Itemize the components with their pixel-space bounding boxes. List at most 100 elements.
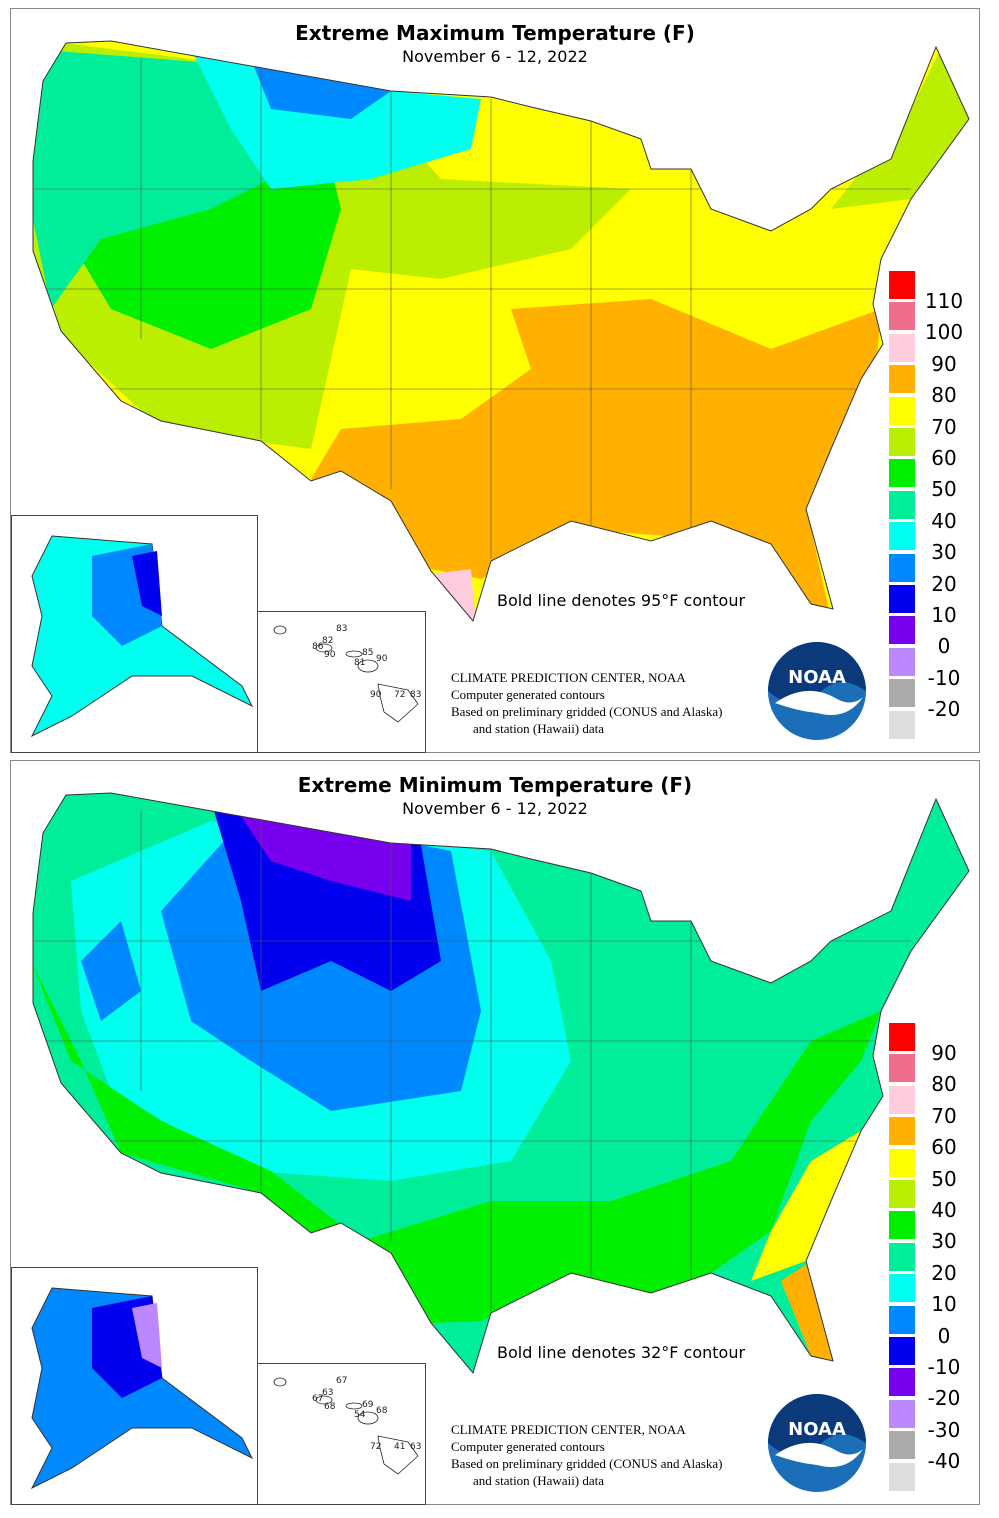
hawaii-station-value: 90 xyxy=(376,654,388,664)
alaska-inset xyxy=(11,1267,258,1505)
hawaii-station-value: 68 xyxy=(324,1402,336,1412)
legend-label: -10 xyxy=(927,665,961,690)
legend-swatch xyxy=(889,679,915,708)
temperature-contour-region xyxy=(751,1131,861,1281)
credits: CLIMATE PREDICTION CENTER, NOAA Computer … xyxy=(451,1422,723,1488)
legend-swatch xyxy=(889,1148,915,1177)
legend-swatch xyxy=(889,1211,915,1240)
legend-swatch xyxy=(889,1242,915,1271)
legend-label: -40 xyxy=(927,1449,961,1474)
legend-swatch xyxy=(889,1274,915,1303)
legend-swatch xyxy=(889,459,915,488)
temperature-contour-region xyxy=(251,59,391,119)
legend-label: 40 xyxy=(931,508,957,533)
map-date-range: November 6 - 12, 2022 xyxy=(402,799,588,818)
map-title: Extreme Minimum Temperature (F) xyxy=(297,773,693,797)
legend-swatch xyxy=(889,522,915,551)
hawaii-station-value: 83 xyxy=(336,624,348,634)
legend-label: 60 xyxy=(931,446,957,470)
map-date-range: November 6 - 12, 2022 xyxy=(402,47,588,66)
legend-label: 110 xyxy=(924,289,964,313)
legend-swatch xyxy=(889,710,915,739)
contour-note: Bold line denotes 32°F contour xyxy=(497,1343,746,1362)
legend-label: -20 xyxy=(927,1386,961,1411)
hawaii-station-value: 72 xyxy=(394,690,406,700)
legend-label: 90 xyxy=(931,1041,957,1065)
temperature-contour-region xyxy=(831,49,969,209)
legend-label: 0 xyxy=(937,1323,951,1348)
legend-label: 70 xyxy=(931,414,957,439)
hawaii-station-value: 63 xyxy=(410,1442,422,1452)
hawaii-station-value: 68 xyxy=(376,1406,388,1416)
legend-swatch xyxy=(889,647,915,676)
hawaii-station-value: 85 xyxy=(362,648,374,658)
temperature-contour-region xyxy=(33,961,881,1323)
hawaii-station-value: 54 xyxy=(354,1410,366,1420)
hawaii-station-value: 63 xyxy=(322,1388,334,1398)
map-title: Extreme Maximum Temperature (F) xyxy=(295,21,695,45)
legend-swatch xyxy=(889,333,915,362)
hawaii-station-value: 41 xyxy=(394,1442,406,1452)
temperature-contour-region xyxy=(781,1261,833,1361)
legend-label: 20 xyxy=(931,1260,957,1285)
min-temp-map-panel: Extreme Minimum Temperature (F) November… xyxy=(10,760,980,1505)
svg-text:NOAA: NOAA xyxy=(788,1419,846,1440)
legend-swatch xyxy=(889,1368,915,1397)
legend-swatch xyxy=(889,1462,915,1491)
legend-swatch xyxy=(889,396,915,425)
legend-swatch xyxy=(889,553,915,582)
hawaii-station-value: 81 xyxy=(354,658,366,668)
legend-label: 70 xyxy=(931,1103,957,1128)
legend-swatch xyxy=(889,1305,915,1334)
svg-text:NOAA: NOAA xyxy=(788,667,846,688)
legend-swatch xyxy=(889,428,915,456)
temperature-contour-region xyxy=(231,801,411,901)
legend-label: 10 xyxy=(931,603,957,627)
noaa-logo: NOAA xyxy=(768,1394,866,1492)
hawaii-station-value: 90 xyxy=(324,650,336,660)
legend-swatch xyxy=(889,302,915,331)
alaska-inset xyxy=(11,515,258,753)
legend-swatch xyxy=(889,1180,915,1208)
legend-swatch xyxy=(889,1117,915,1146)
legend-label: 30 xyxy=(931,540,957,565)
legend-label: 0 xyxy=(937,634,951,659)
legend-label: 10 xyxy=(931,1292,957,1317)
legend-label: -20 xyxy=(927,697,961,722)
temperature-contour-region xyxy=(431,569,476,621)
hawaii-inset: 67 67 63 68 69 54 68 72 41 63 xyxy=(257,1363,426,1505)
legend-swatch xyxy=(889,1337,915,1365)
legend-label: -30 xyxy=(927,1417,961,1442)
credits: CLIMATE PREDICTION CENTER, NOAA Computer … xyxy=(451,670,723,736)
hawaii-station-value: 86 xyxy=(312,642,324,652)
hawaii-station-value: 69 xyxy=(362,1400,374,1410)
legend-label: 60 xyxy=(931,1135,957,1160)
legend-swatch xyxy=(889,1054,915,1083)
legend-label: 50 xyxy=(931,1166,957,1191)
legend-label: 80 xyxy=(931,383,957,408)
noaa-logo: NOAA xyxy=(768,642,866,740)
max-temp-map-panel: Extreme Maximum Temperature (F) November… xyxy=(10,8,980,753)
temperature-contour-region xyxy=(81,921,141,1021)
hawaii-station-value: 82 xyxy=(322,636,334,646)
legend-swatch xyxy=(889,365,915,394)
legend-swatch xyxy=(889,1431,915,1460)
hawaii-station-value: 67 xyxy=(336,1376,348,1386)
legend-label: 20 xyxy=(931,571,957,596)
legend-swatch xyxy=(889,616,915,645)
legend-label: 90 xyxy=(931,351,957,376)
hawaii-inset: 83 86 82 90 85 81 90 90 72 83 xyxy=(257,611,426,753)
legend-swatch xyxy=(889,1085,915,1114)
legend-label: 100 xyxy=(924,320,964,345)
legend-label: 80 xyxy=(931,1072,957,1097)
legend-label: 40 xyxy=(931,1198,957,1222)
legend-label: 50 xyxy=(931,477,957,502)
hawaii-station-value: 83 xyxy=(410,690,422,700)
legend-swatch xyxy=(889,271,915,299)
legend-swatch xyxy=(889,1023,915,1051)
hawaii-station-value: 72 xyxy=(370,1442,382,1452)
hawaii-station-value: 90 xyxy=(370,690,382,700)
legend-swatch xyxy=(889,490,915,519)
hawaii-station-value: 67 xyxy=(312,1394,324,1404)
contour-note: Bold line denotes 95°F contour xyxy=(497,591,746,610)
